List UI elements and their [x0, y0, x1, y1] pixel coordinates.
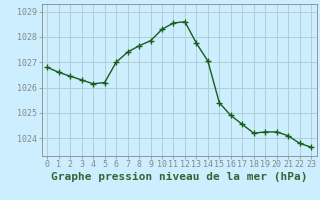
X-axis label: Graphe pression niveau de la mer (hPa): Graphe pression niveau de la mer (hPa) [51, 172, 308, 182]
